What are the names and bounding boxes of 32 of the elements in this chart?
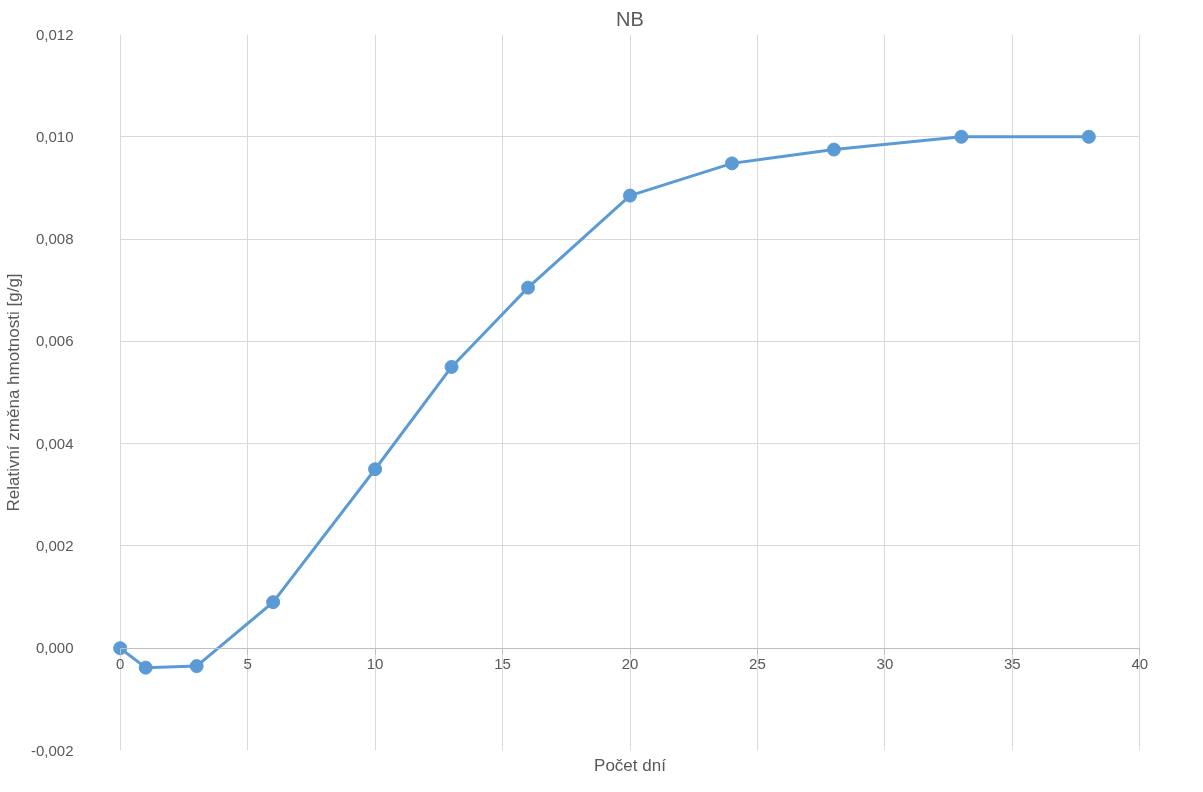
x-tick-label: 35 (1004, 655, 1021, 673)
y-axis-title: Relativní změna hmotnosti [g/g] (3, 273, 23, 512)
point (368, 462, 383, 477)
x-tick-label: 5 (243, 655, 252, 673)
x-axis-title: Počet dní (594, 755, 667, 775)
point (724, 156, 739, 171)
x-tick-label: 15 (494, 655, 511, 673)
point (138, 660, 153, 675)
point (521, 280, 536, 295)
y-tick-label: 0,010 (35, 127, 74, 145)
point (189, 659, 204, 674)
x-tick-label: 10 (366, 655, 384, 673)
x-tick-label: 40 (1131, 655, 1149, 673)
chart-title: NB (616, 7, 644, 30)
point (266, 595, 281, 610)
x-tick-label: 0 (116, 655, 125, 673)
x-tick-label: 30 (876, 655, 894, 673)
y-tick-label: 0,008 (35, 230, 74, 248)
y-tick-label: -0,002 (30, 741, 74, 759)
x-tick-label: 20 (621, 655, 639, 673)
point (113, 641, 128, 656)
y-tick-label: 0,004 (35, 434, 74, 452)
point (1081, 129, 1096, 144)
y-tick-label: 0,000 (35, 639, 74, 657)
point (623, 188, 637, 203)
x-tick-label: 25 (749, 655, 766, 673)
point (444, 359, 459, 374)
y-tick-label: 0,006 (35, 332, 74, 350)
point (954, 129, 969, 144)
y-tick-label: 0,012 (35, 25, 74, 43)
point (826, 142, 841, 157)
y-tick-label: 0,002 (35, 536, 74, 554)
